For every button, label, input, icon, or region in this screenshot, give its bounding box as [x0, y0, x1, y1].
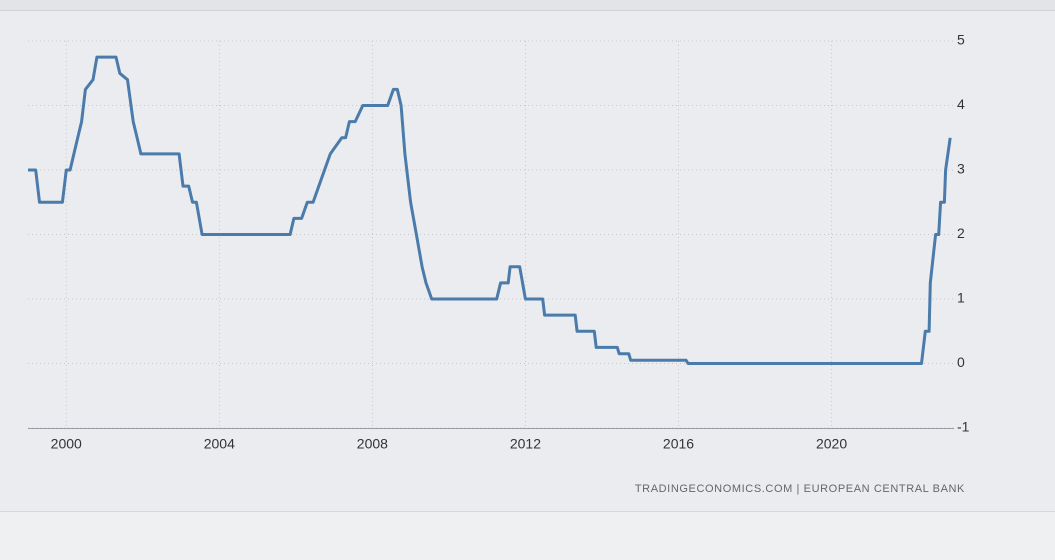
y-tick-label: 4	[957, 96, 965, 112]
x-tick-label: 2004	[204, 436, 235, 452]
x-tick-label: 2016	[663, 436, 694, 452]
y-tick-label: 3	[957, 161, 965, 177]
source-note: TRADINGECONOMICS.COM | EUROPEAN CENTRAL …	[635, 483, 965, 495]
y-tick-label: -1	[957, 419, 970, 435]
y-tick-label: 2	[957, 225, 965, 241]
top-strip	[0, 0, 1055, 10]
data-line	[28, 55, 952, 365]
x-tick-label: 2020	[816, 436, 847, 452]
y-tick-label: 0	[957, 354, 965, 370]
bottom-panel	[0, 511, 1055, 560]
x-tick-label: 2000	[51, 436, 82, 452]
y-tick-label: 5	[957, 32, 965, 48]
x-tick-label: 2012	[510, 436, 541, 452]
x-tick-label: 2008	[357, 436, 388, 452]
y-tick-label: 1	[957, 290, 965, 306]
